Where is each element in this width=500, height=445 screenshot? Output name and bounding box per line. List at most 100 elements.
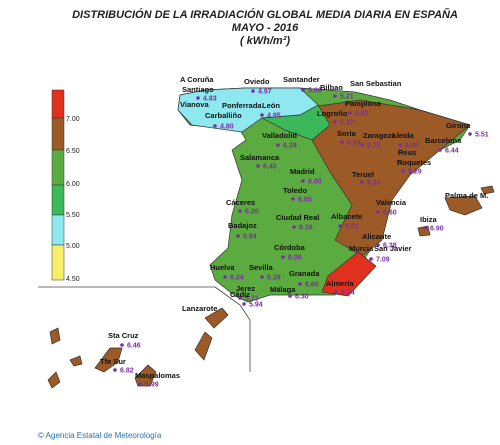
station-value: 6.38 <box>383 243 397 250</box>
station-dot <box>398 143 402 147</box>
subtitle: MAYO - 2016 <box>232 22 299 34</box>
station-name: Jerez <box>236 284 255 293</box>
station-name: Granada <box>289 269 320 278</box>
station-name: Santiago <box>182 85 214 94</box>
station-dot <box>423 226 427 230</box>
station-name: Pamplona <box>345 99 382 108</box>
station-value: 6.06 <box>288 255 302 262</box>
legend-label: 5.00 <box>66 243 80 250</box>
station-value: 6.24 <box>341 290 355 297</box>
station-name: Teruel <box>352 170 374 179</box>
legend-label: 6.50 <box>66 148 80 155</box>
station-dot <box>260 113 264 117</box>
land <box>47 87 495 389</box>
station-dot <box>401 169 405 173</box>
station-dot <box>276 143 280 147</box>
station-dot <box>256 164 260 168</box>
station-value: 5.37 <box>340 120 354 127</box>
station-dot <box>281 255 285 259</box>
title: DISTRIBUCIÓN DE LA IRRADIACIÓN GLOBAL ME… <box>72 8 458 21</box>
station-dot <box>196 96 200 100</box>
station-name: Lanzarote <box>182 304 217 313</box>
station-value: 6.46 <box>127 343 141 350</box>
station-name: Bilbao <box>320 83 343 92</box>
station-dot <box>468 132 472 136</box>
station-name: Toledo <box>283 186 307 195</box>
station-dot <box>340 140 344 144</box>
station-value: 6.82 <box>120 368 134 375</box>
station-name: Sevilla <box>249 263 274 272</box>
legend-labels: 7.00 6.50 6.00 5.50 5.00 4.50 <box>66 116 80 283</box>
legend-label: 7.00 <box>66 116 80 123</box>
station-value: 5.21 <box>340 94 354 101</box>
station-value: 5.99 <box>145 382 159 389</box>
station-name: Zaragoza <box>363 131 397 140</box>
station-value: 4.80 <box>220 124 234 131</box>
legend-label: 6.00 <box>66 181 80 188</box>
station-name: Almería <box>326 279 354 288</box>
station-dot <box>348 111 352 115</box>
station-dot <box>376 243 380 247</box>
station-name: Córdoba <box>274 243 306 252</box>
station-value: 5.94 <box>249 302 263 309</box>
station-value: 5.09 <box>308 88 322 95</box>
station-name: Girona <box>446 121 471 130</box>
station-name: León <box>262 101 280 110</box>
station-dot <box>360 180 364 184</box>
station-name: Cádiz <box>230 290 250 299</box>
legend <box>51 89 65 281</box>
station-dot <box>333 120 337 124</box>
station-name: Cáceres <box>226 198 255 207</box>
station-value: 6.20 <box>245 209 259 216</box>
station-value: 5.94 <box>243 234 257 241</box>
units: ( kWh/m²) <box>240 35 290 47</box>
station-dot <box>288 294 292 298</box>
station-value: 4.83 <box>203 96 217 103</box>
inset-lines <box>38 286 251 372</box>
station-value: 6.40 <box>263 164 277 171</box>
station-name: Murcia <box>349 244 374 253</box>
station-name: Reus <box>398 148 416 157</box>
station-dot <box>236 234 240 238</box>
station-name: San Javier <box>374 244 412 253</box>
station-dot <box>334 290 338 294</box>
station-dot <box>113 368 117 372</box>
station-value: 6.66 <box>405 143 419 150</box>
station-value: 6.15 <box>347 140 361 147</box>
station-name: Tfe Sur <box>100 357 126 366</box>
station-value: 6.44 <box>445 148 459 155</box>
station-value: 6.10 <box>367 180 381 187</box>
station-value: 5.51 <box>475 132 489 139</box>
station-value: 6.90 <box>430 226 444 233</box>
station-value: 4.97 <box>258 89 272 96</box>
station-name: San Sebastian <box>350 79 402 88</box>
station-name: Carballiño <box>205 111 242 120</box>
station-value: 6.24 <box>230 275 244 282</box>
station-dot <box>238 209 242 213</box>
station-name: Valencia <box>376 198 407 207</box>
station-value: 6.60 <box>383 210 397 217</box>
station-name: Vianova <box>180 100 209 109</box>
station-name: Maspalomas <box>135 371 180 380</box>
station-name: Ponferrada <box>222 101 262 110</box>
footer: © Agencia Estatal de Meteorología <box>38 431 162 440</box>
station-dot <box>298 282 302 286</box>
station-value: 6.00 <box>298 197 312 204</box>
station-dot <box>301 179 305 183</box>
station-name: Madrid <box>290 167 315 176</box>
station-dot <box>238 296 242 300</box>
station-dot <box>438 148 442 152</box>
station-value: 6.29 <box>283 143 297 150</box>
station-dot <box>251 89 255 93</box>
station-name: Huelva <box>210 263 235 272</box>
legend-label: 4.50 <box>66 276 80 283</box>
station-dot <box>138 382 142 386</box>
station-dot <box>376 210 380 214</box>
station-name: Salamanca <box>240 153 280 162</box>
station-value: 5.71 <box>245 296 259 303</box>
station-name: Ciudad Real <box>276 213 319 222</box>
station-dot <box>291 197 295 201</box>
station-name: Alicante <box>362 232 391 241</box>
station-dot <box>338 224 342 228</box>
